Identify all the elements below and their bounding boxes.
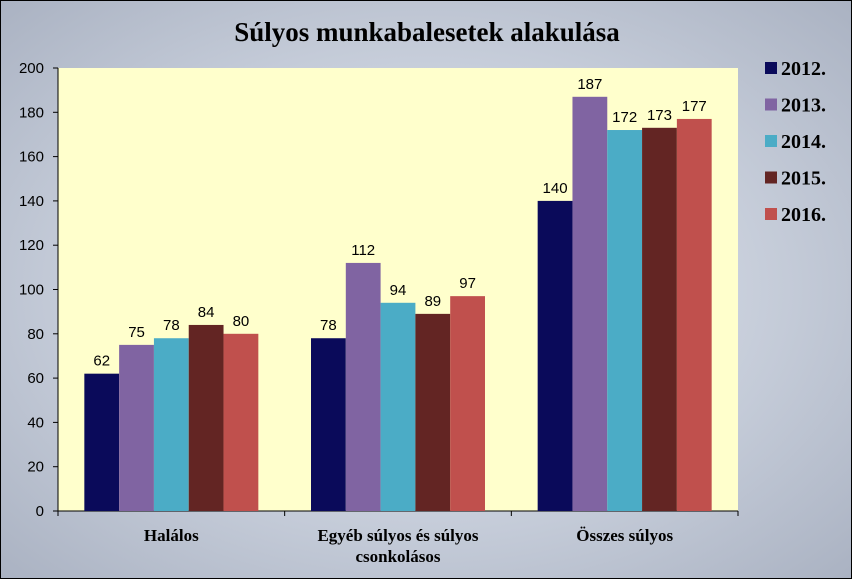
plot-area: 0 20 40 60 80 100 120 140 160 180 200 62 75 78 84 80 Hal… <box>19 60 739 566</box>
data-label: 140 <box>543 180 568 197</box>
data-label: 177 <box>682 98 707 115</box>
bar <box>84 373 120 511</box>
legend-label: 2015. <box>781 168 826 190</box>
y-tick-label: 100 <box>19 282 44 299</box>
y-tick-label: 180 <box>19 104 44 121</box>
legend-swatch <box>765 135 777 147</box>
bar <box>450 296 485 511</box>
bar <box>153 338 189 511</box>
bar <box>415 313 451 511</box>
y-tick-label: 200 <box>19 60 44 77</box>
data-label: 78 <box>163 317 180 334</box>
legend-label: 2013. <box>781 95 826 117</box>
bar <box>188 324 224 511</box>
data-label: 84 <box>198 304 215 321</box>
data-label: 172 <box>612 109 637 126</box>
legend-label: 2012. <box>781 58 826 80</box>
bar <box>676 118 712 511</box>
y-tick-label: 140 <box>19 193 44 210</box>
chart-title: Súlyos munkabalesetek alakulása <box>234 17 620 47</box>
y-tick-label: 60 <box>27 370 44 387</box>
data-label: 94 <box>390 282 407 299</box>
legend-swatch <box>765 208 777 220</box>
bar <box>223 333 259 511</box>
category-label: Egyéb súlyos és súlyos csonkolásos <box>317 526 478 566</box>
y-tick-label: 0 <box>36 503 44 520</box>
bar <box>119 344 154 511</box>
bar <box>572 96 608 512</box>
category-label: Halálos <box>144 526 199 545</box>
legend-label: 2016. <box>781 204 826 226</box>
legend-swatch <box>765 171 777 184</box>
bar <box>642 127 677 512</box>
data-label: 62 <box>93 353 110 370</box>
y-tick-label: 80 <box>27 326 44 343</box>
category-label: Összes súlyos <box>576 526 673 545</box>
legend-swatch <box>765 62 777 74</box>
y-tick-label: 20 <box>27 459 44 476</box>
bar <box>311 338 346 511</box>
bar <box>380 302 416 511</box>
data-label: 187 <box>577 76 602 93</box>
legend-swatch <box>765 98 777 111</box>
data-label: 173 <box>647 107 672 124</box>
y-tick-label: 120 <box>19 237 44 254</box>
bar <box>345 262 381 511</box>
y-tick-label: 40 <box>27 414 44 431</box>
data-label: 97 <box>459 275 476 292</box>
data-label: 112 <box>351 242 375 259</box>
y-tick-label: 160 <box>19 149 44 166</box>
data-label: 89 <box>424 293 441 310</box>
bar <box>537 200 573 511</box>
data-label: 75 <box>128 324 145 341</box>
bar <box>607 130 643 511</box>
legend-label: 2014. <box>781 131 826 153</box>
data-label: 78 <box>320 317 337 334</box>
data-label: 80 <box>233 313 250 330</box>
legend: 2012. 2013. 2014. 2015. 2016. <box>765 58 826 226</box>
